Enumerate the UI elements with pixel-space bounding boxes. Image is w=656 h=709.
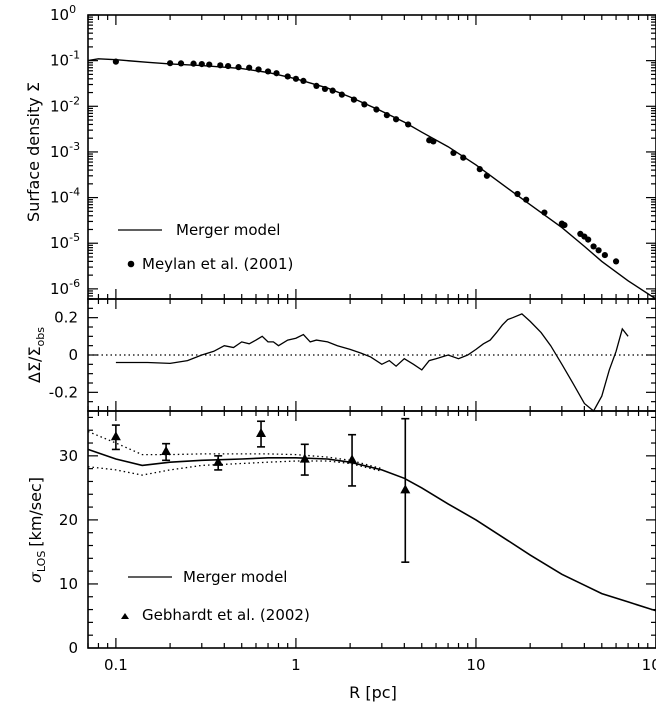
legend-marker-gebhardt — [121, 613, 129, 619]
y-tick-label: 10-6 — [50, 277, 80, 298]
meylan-data-point — [255, 66, 262, 73]
meylan-data-point — [392, 116, 400, 123]
meylan-data-point — [601, 251, 608, 259]
meylan-data-point — [483, 172, 490, 179]
meylan-data-point — [166, 60, 174, 67]
meylan-data-point — [383, 112, 390, 119]
meylan-data-point — [329, 87, 336, 94]
model-envelope-line — [87, 430, 382, 470]
meylan-data-point — [264, 68, 272, 75]
surface-density-legend: Merger model Meylan et al. (2001) — [118, 221, 293, 273]
meylan-data-point — [460, 154, 467, 161]
meylan-data-point — [235, 64, 242, 71]
meylan-data-point — [585, 236, 592, 243]
y-tick-label: 0.2 — [54, 309, 78, 327]
legend-marker-meylan — [127, 260, 135, 268]
legend-label-meylan: Meylan et al. (2001) — [142, 255, 293, 273]
meylan-data-point — [217, 62, 224, 69]
meylan-data-point — [373, 106, 380, 113]
y-tick-label: 100 — [50, 3, 76, 24]
meylan-data-point — [523, 196, 530, 203]
y-tick-label: 0 — [68, 346, 78, 364]
y-tick-label: 10-3 — [50, 140, 80, 161]
meylan-data-point — [361, 101, 368, 108]
meylan-data-point — [224, 62, 232, 70]
gebhardt-data-point — [110, 431, 121, 441]
meylan-data-point — [338, 91, 345, 98]
y-tick-label: 10-1 — [50, 49, 80, 70]
x-tick-label: 10 — [466, 656, 485, 674]
meylan-data-point — [321, 85, 329, 93]
meylan-data-point — [112, 58, 119, 65]
meylan-data-point — [284, 73, 291, 80]
y-tick-label: 10-5 — [50, 231, 80, 252]
meylan-data-point — [590, 243, 597, 250]
meylan-data-point — [612, 258, 620, 265]
meylan-data-point — [273, 70, 280, 77]
gebhardt-data-point — [299, 453, 310, 463]
gebhardt-data-point — [161, 445, 172, 455]
legend-label-gebhardt: Gebhardt et al. (2002) — [142, 606, 310, 624]
meylan-data-point — [450, 149, 457, 157]
residual-line — [115, 313, 629, 412]
y-tick-label: 10-2 — [50, 94, 80, 115]
x-tick-label: 100 — [642, 656, 656, 674]
velocity-dispersion-legend: Merger model Gebhardt et al. (2002) — [121, 568, 310, 624]
y-tick-label: 10-4 — [50, 186, 80, 207]
meylan-data-point — [313, 82, 320, 89]
x-tick-label: 0.1 — [104, 656, 128, 674]
y-tick-label: 0 — [68, 639, 78, 657]
residual-panel: -0.2 0 0.2 — [49, 298, 656, 412]
residual-ylabel: ΔΣ/Σobs — [25, 327, 47, 383]
meylan-data-point — [350, 96, 358, 103]
y-tick-label: 20 — [59, 511, 78, 529]
meylan-data-point — [198, 61, 205, 68]
meylan-data-point — [190, 60, 197, 67]
meylan-data-point — [405, 121, 412, 128]
meylan-data-point — [541, 209, 548, 216]
merger-model-line — [87, 448, 656, 612]
meylan-data-point — [292, 75, 300, 82]
gebhardt-data-point — [256, 428, 267, 438]
x-axis-label: R [pc] — [349, 683, 397, 702]
legend-label-merger-model-2: Merger model — [183, 568, 287, 586]
meylan-data-point — [206, 61, 213, 68]
meylan-data-point — [430, 138, 437, 145]
meylan-data-point — [514, 190, 521, 198]
meylan-data-point — [177, 60, 185, 67]
gebhardt-data-point — [400, 484, 411, 494]
velocity-dispersion-ylabel: σLOS[km/sec] — [26, 477, 48, 583]
meylan-data-point — [300, 77, 307, 84]
meylan-data-point — [246, 64, 253, 71]
y-tick-label: -0.2 — [49, 383, 78, 401]
x-tick-label: 1 — [291, 656, 301, 674]
plot-frame — [87, 410, 656, 649]
y-tick-label: 10 — [59, 575, 78, 593]
surface-density-panel: 100 10-1 10-2 10-3 10-4 10-5 10-6 — [50, 3, 656, 300]
surface-density-ylabel: Surface density Σ — [24, 82, 43, 222]
meylan-data-point — [595, 247, 602, 254]
velocity-dispersion-panel: 0 10 20 30 0.1 1 10 100 — [59, 410, 656, 674]
legend-label-merger-model: Merger model — [176, 221, 280, 239]
y-tick-label: 30 — [59, 447, 78, 465]
model-envelope-line — [87, 460, 382, 476]
gebhardt-data-point — [213, 456, 224, 466]
gebhardt-data-point — [347, 454, 358, 464]
meylan-data-point — [561, 221, 568, 229]
meylan-data-point — [476, 166, 483, 173]
